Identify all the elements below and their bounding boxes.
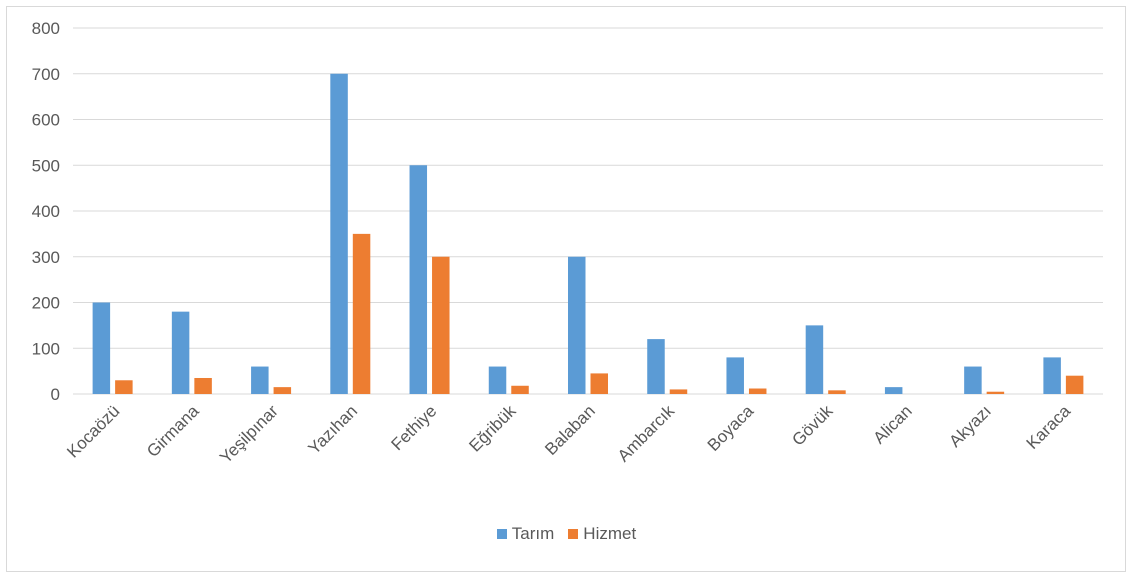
bar-hizmet — [511, 385, 529, 394]
legend-label-tarim: Tarım — [511, 524, 555, 543]
bar-tarim — [409, 165, 428, 394]
bar-hizmet — [115, 380, 133, 394]
bar-tarim — [251, 366, 269, 394]
x-tick-label: Fethiye — [388, 401, 441, 454]
legend-item-hizmet: Hizmet — [568, 524, 636, 544]
y-axis-ticks: 0 100 200 300 400 500 600 700 800 — [32, 19, 60, 404]
bar-tarim — [805, 325, 824, 394]
bar-hizmet — [986, 391, 1005, 394]
bar-tarim — [92, 302, 111, 394]
y-tick-label: 200 — [32, 294, 60, 313]
legend-label-hizmet: Hizmet — [583, 524, 637, 543]
bar-hizmet — [432, 256, 450, 394]
bar-tarim — [647, 339, 665, 394]
bar-tarim — [171, 311, 190, 394]
x-tick-label: Balaban — [541, 401, 599, 459]
bar-hizmet — [194, 377, 212, 394]
x-tick-label: Yeşilpınar — [216, 401, 282, 467]
bar-tarim — [1043, 357, 1061, 394]
y-tick-label: 300 — [32, 248, 60, 267]
x-tick-label: Girmana — [143, 401, 203, 461]
bar-tarim — [964, 366, 982, 394]
y-tick-label: 500 — [32, 156, 60, 175]
chart-frame — [6, 6, 1126, 572]
bar-hizmet — [352, 233, 371, 394]
x-tick-label: Boyaca — [704, 401, 758, 455]
legend-item-tarim: Tarım — [496, 524, 555, 544]
x-tick-label: Karaca — [1023, 401, 1075, 453]
x-tick-label: Eğribük — [465, 401, 520, 456]
legend-swatch-hizmet — [568, 529, 579, 539]
bar-hizmet — [590, 373, 608, 394]
y-tick-label: 100 — [32, 339, 60, 358]
bar-hizmet — [669, 389, 688, 394]
x-tick-label: Alican — [870, 401, 916, 447]
x-tick-label: Yazıhan — [304, 401, 361, 458]
bar-hizmet — [748, 388, 767, 394]
bar-hizmet — [828, 390, 846, 394]
y-tick-label: 0 — [51, 385, 60, 404]
y-tick-label: 600 — [32, 111, 60, 130]
bar-tarim — [488, 366, 507, 394]
gridlines — [73, 27, 1103, 395]
bar-hizmet — [1065, 375, 1084, 394]
y-tick-label: 400 — [32, 202, 60, 221]
bar-tarim — [568, 256, 586, 394]
x-tick-label: Akyazı — [945, 401, 995, 451]
bar-tarim — [884, 387, 903, 394]
x-tick-label: Ambarcık — [614, 401, 679, 466]
legend: Tarım Hizmet — [0, 524, 1133, 544]
legend-swatch-tarim — [496, 529, 507, 539]
bar-tarim — [330, 73, 348, 394]
x-tick-label: Kocaözü — [63, 401, 123, 461]
y-tick-label: 800 — [32, 19, 60, 38]
x-tick-label: Gövük — [788, 401, 837, 450]
y-tick-label: 700 — [32, 65, 60, 84]
bar-hizmet — [273, 387, 292, 394]
bar-tarim — [726, 357, 744, 394]
x-axis-ticks: Kocaözü Girmana Yeşilpınar Yazıhan Fethiye Eğ… — [63, 401, 1074, 467]
bars — [92, 73, 1084, 394]
